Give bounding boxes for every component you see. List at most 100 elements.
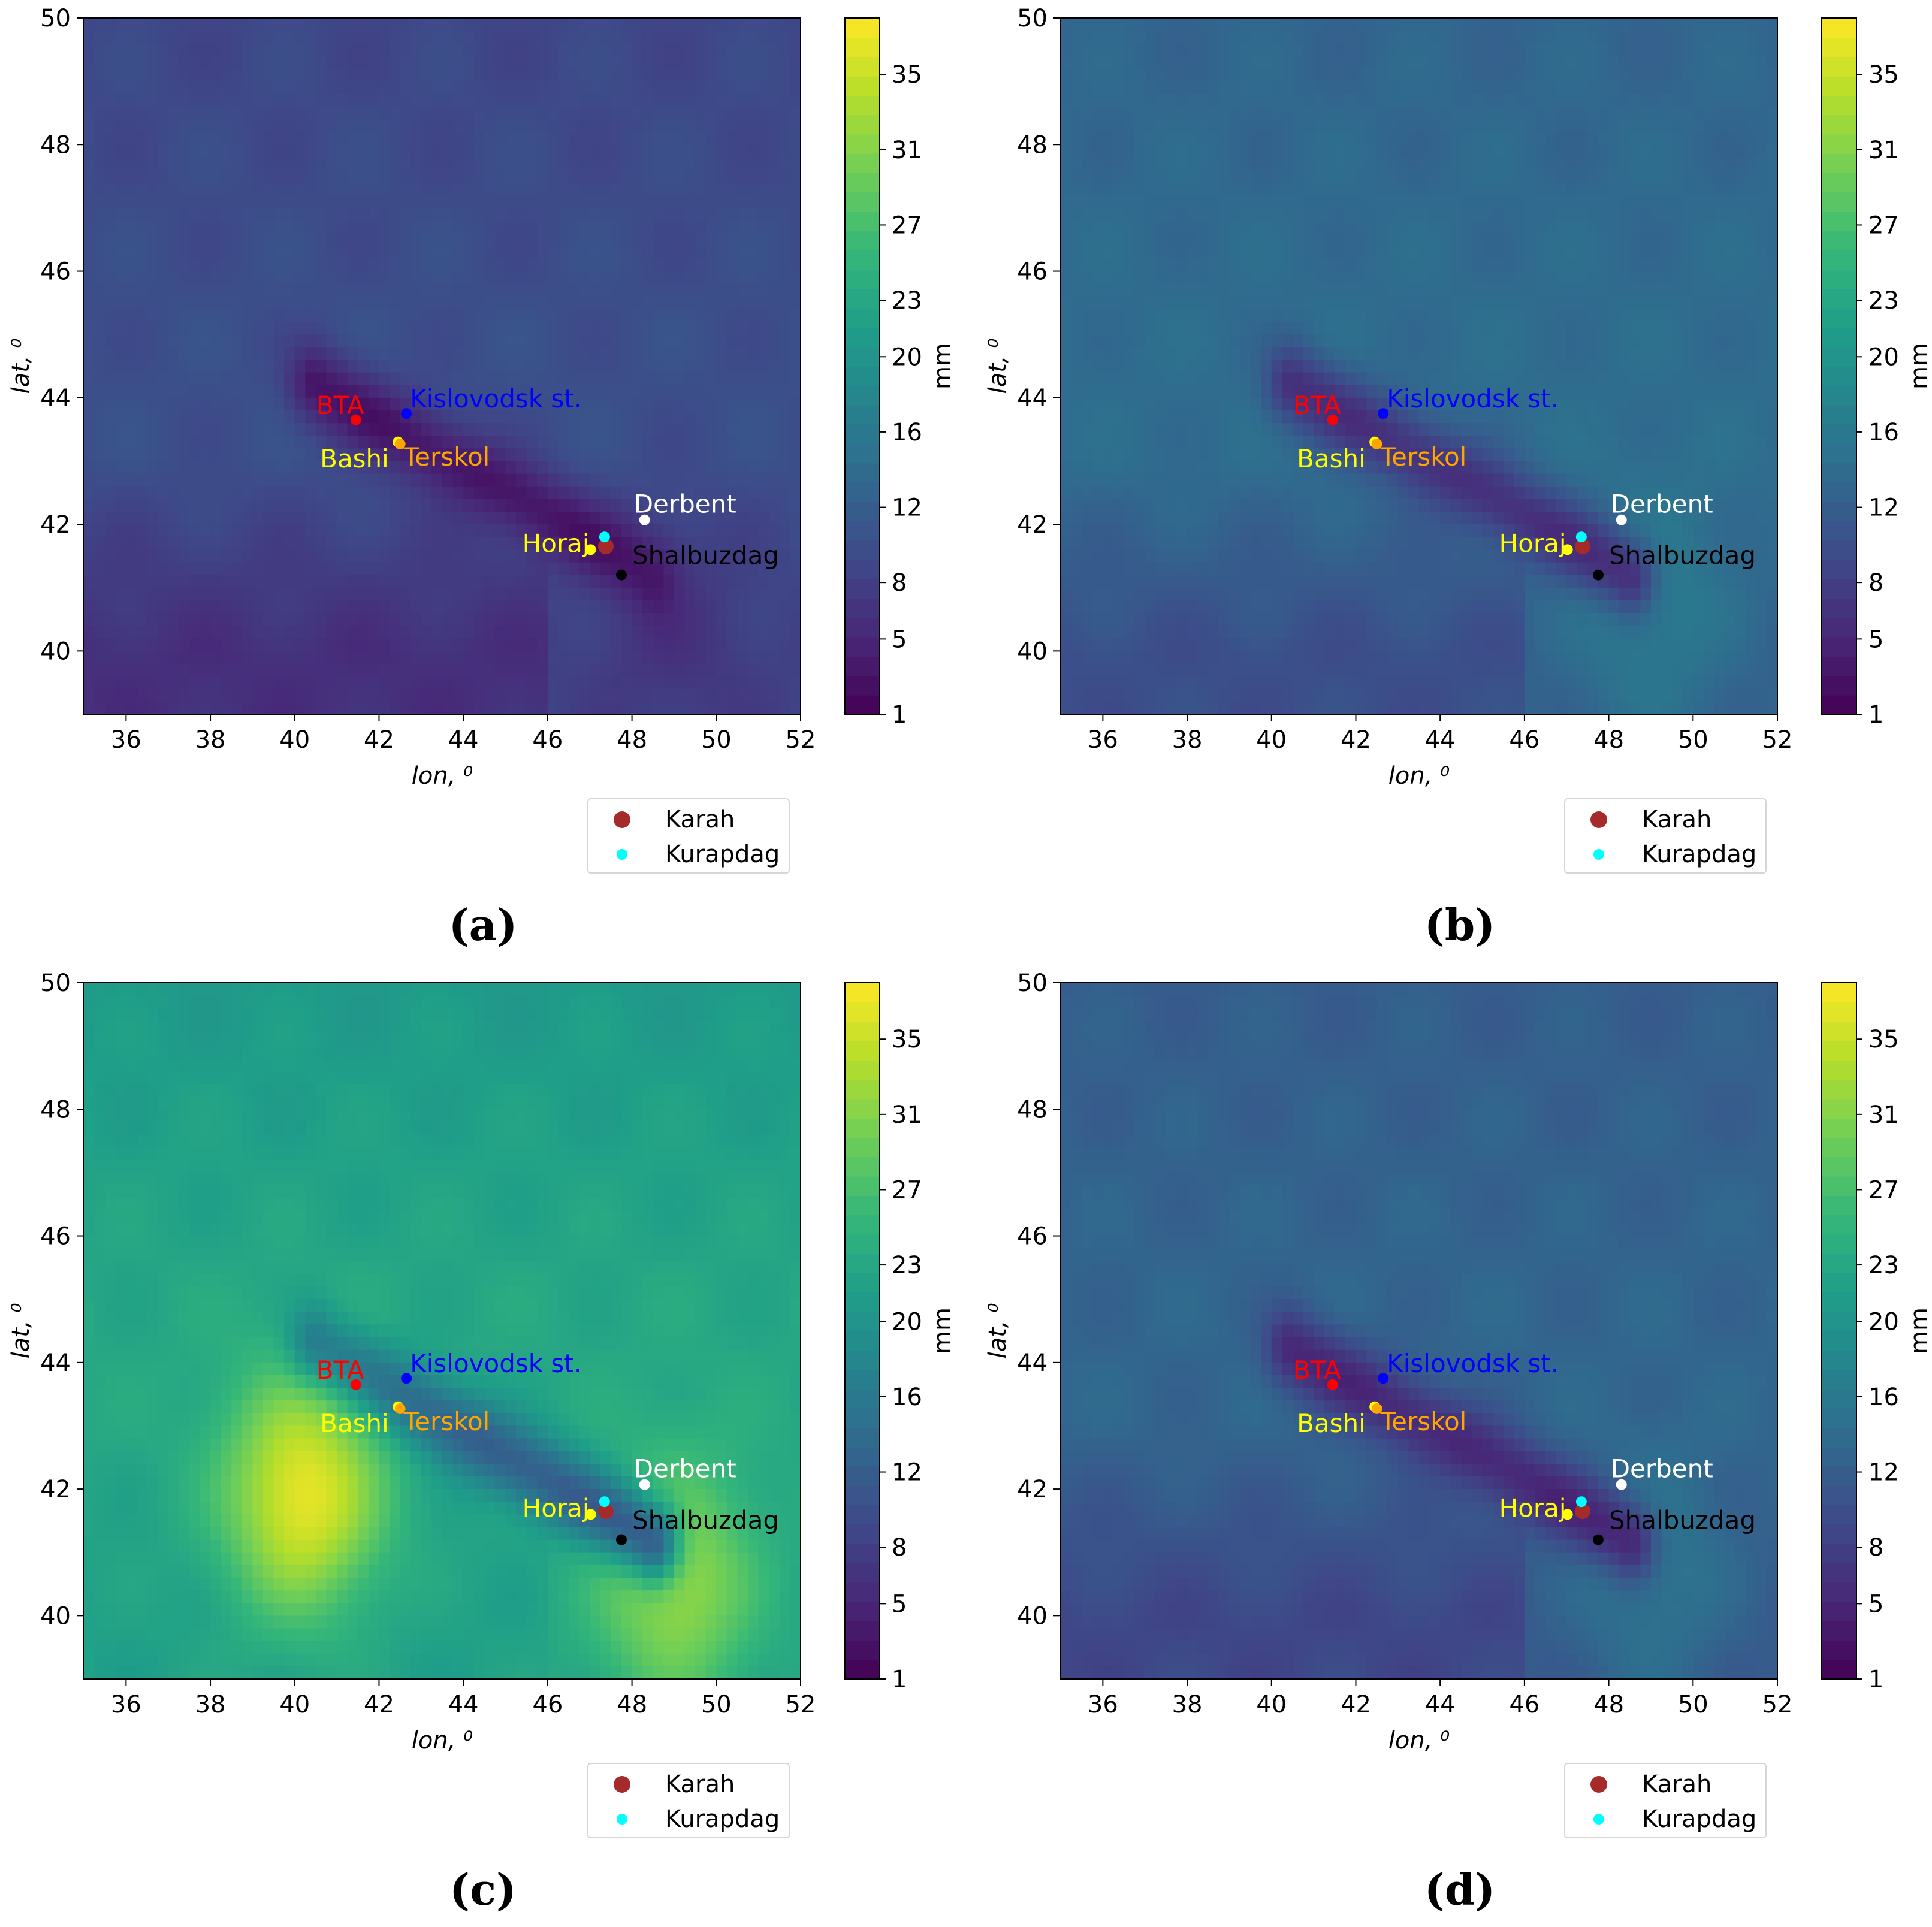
x-axis-label: lon, ⁰ [412, 762, 473, 790]
colorbar-tick-label: 35 [892, 61, 922, 89]
legend-item: Kurapdag [588, 838, 789, 871]
colorbar-label: mm [1906, 343, 1932, 389]
site-label-kislovodsk-st: Kislovodsk st. [410, 1349, 582, 1378]
site-label-horaj: Horaj [523, 1493, 590, 1523]
colorbar-tick-label: 35 [1868, 61, 1899, 89]
y-tick-label: 46 [1017, 258, 1047, 286]
x-tick-label: 36 [111, 1691, 141, 1718]
legend-label: Kurapdag [665, 1807, 780, 1831]
site-marker-kurapdag [599, 1496, 610, 1507]
x-tick-label: 42 [1341, 726, 1371, 754]
y-tick-label: 40 [1017, 1602, 1047, 1630]
colorbar-tick-label: 8 [1868, 569, 1883, 597]
colorbar [845, 983, 880, 1680]
colorbar-tick-label: 12 [1868, 494, 1899, 522]
site-label-bta: BTA [1293, 1355, 1341, 1385]
colorbar-label: mm [929, 343, 956, 389]
x-tick-label: 50 [1678, 726, 1708, 754]
site-label-derbent: Derbent [634, 1454, 736, 1484]
x-tick-label: 50 [701, 726, 732, 754]
colorbar-tick-label: 23 [892, 1252, 922, 1279]
legend-label: Karah [1642, 808, 1711, 832]
x-axis-label: lon, ⁰ [1388, 1727, 1450, 1754]
site-marker-kurapdag [1576, 531, 1587, 542]
x-tick-label: 42 [364, 1691, 394, 1718]
x-tick-label: 52 [1762, 726, 1793, 754]
heatmap-field [84, 18, 801, 715]
y-tick-label: 42 [40, 1476, 71, 1503]
y-tick-label: 44 [40, 385, 71, 412]
colorbar-tick-label: 8 [1868, 1534, 1883, 1561]
site-label-horaj: Horaj [1499, 1493, 1566, 1523]
colorbar-tick-label: 5 [892, 1590, 907, 1618]
y-tick-label: 48 [40, 1096, 71, 1123]
colorbar-tick-label: 23 [1868, 287, 1899, 315]
legend-label: Karah [665, 1772, 735, 1796]
x-tick-label: 44 [448, 726, 479, 754]
colorbar-tick-label: 1 [1868, 701, 1883, 729]
panel-caption: (a) [423, 904, 543, 947]
y-tick-label: 40 [40, 1602, 71, 1630]
y-tick-label: 46 [1017, 1223, 1047, 1251]
site-label-bta: BTA [316, 391, 364, 420]
y-tick-label: 42 [1017, 1476, 1047, 1503]
heatmap-field [1061, 18, 1778, 715]
colorbar-tick-label: 35 [892, 1026, 922, 1053]
y-axis-label: lat, ⁰ [7, 339, 35, 394]
colorbar-label: mm [929, 1307, 956, 1354]
y-axis-label: lat, ⁰ [7, 1303, 35, 1359]
x-tick-label: 38 [1172, 726, 1203, 754]
legend-item: Karah [1565, 1768, 1765, 1801]
legend: Karah Kurapdag [587, 1763, 790, 1838]
colorbar-label: mm [1906, 1307, 1932, 1354]
x-tick-label: 44 [448, 1691, 479, 1718]
x-tick-label: 52 [786, 1691, 816, 1718]
colorbar-tick-label: 20 [892, 343, 922, 371]
x-tick-label: 42 [364, 726, 394, 754]
colorbar-tick-label: 27 [1868, 212, 1899, 239]
y-tick-label: 40 [1017, 638, 1047, 665]
site-label-derbent: Derbent [1611, 490, 1713, 519]
x-tick-label: 36 [1088, 726, 1118, 754]
legend-marker [1593, 849, 1604, 860]
legend-label: Karah [665, 808, 735, 832]
legend-marker [614, 1776, 630, 1793]
site-label-kislovodsk-st: Kislovodsk st. [1387, 1349, 1559, 1378]
legend-marker [614, 811, 630, 828]
site-marker-kurapdag [1576, 1496, 1587, 1507]
y-tick-label: 50 [40, 969, 71, 997]
colorbar-tick-label: 1 [1868, 1666, 1883, 1693]
colorbar [1822, 983, 1856, 1680]
x-tick-label: 36 [1088, 1691, 1118, 1718]
y-tick-label: 50 [1017, 969, 1047, 997]
site-label-shalbuzdag: Shalbuzdag [632, 541, 779, 570]
colorbar-tick-label: 16 [892, 419, 922, 446]
colorbar-tick-label: 31 [1868, 137, 1899, 164]
legend-marker [617, 1814, 627, 1825]
colorbar-tick-label: 31 [892, 137, 922, 164]
colorbar-tick-label: 12 [892, 494, 922, 522]
colorbar-tick-label: 31 [892, 1101, 922, 1129]
y-tick-label: 46 [40, 258, 71, 286]
x-tick-label: 38 [195, 1691, 226, 1718]
colorbar-tick-label: 27 [892, 212, 922, 239]
legend-marker [1590, 1776, 1607, 1793]
legend-item: Kurapdag [1565, 1802, 1765, 1836]
site-label-derbent: Derbent [1611, 1454, 1713, 1484]
heatmap-field [84, 983, 801, 1680]
y-tick-label: 50 [40, 5, 71, 32]
site-label-shalbuzdag: Shalbuzdag [1609, 1506, 1756, 1535]
x-tick-label: 44 [1425, 1691, 1456, 1718]
colorbar [1822, 18, 1856, 715]
x-tick-label: 36 [111, 726, 141, 754]
x-tick-label: 40 [1256, 1691, 1287, 1718]
x-tick-label: 42 [1341, 1691, 1371, 1718]
x-tick-label: 38 [195, 726, 226, 754]
